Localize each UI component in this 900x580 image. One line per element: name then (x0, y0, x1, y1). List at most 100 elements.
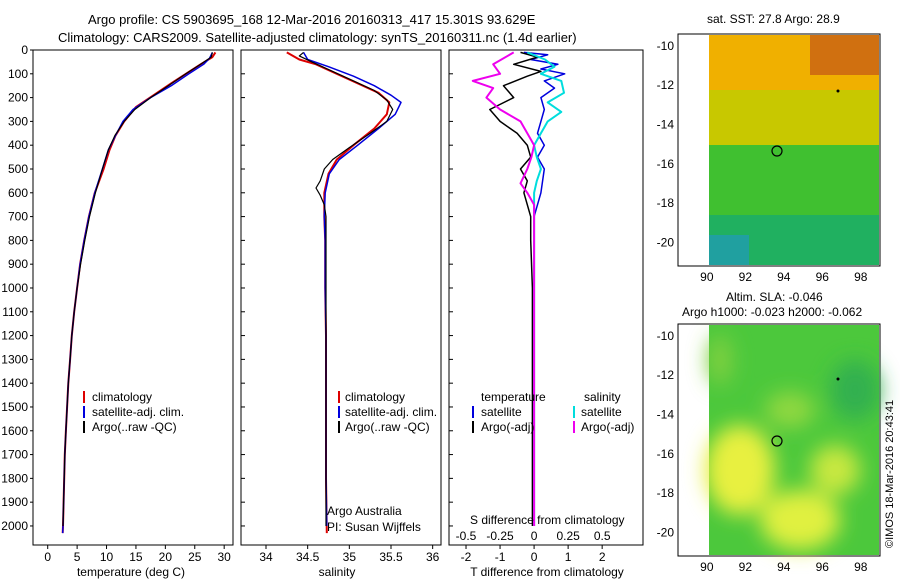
profile-lines (61, 51, 566, 534)
legend-title-salinity: salinity (584, 390, 621, 404)
depth-tick-label: 1100 (2, 305, 28, 319)
map-y-tick-label: -14 (657, 117, 675, 131)
sla-map-title-line2: Argo h1000: -0.023 h2000: -0.062 (682, 305, 863, 319)
s-diff-tick-label: -0.25 (486, 529, 514, 543)
map-x-tick-label: 92 (739, 270, 753, 284)
legend-swatch-t-argo (472, 421, 474, 433)
x-tick-label: 35 (343, 550, 357, 564)
depth-tick-label: 1000 (1, 281, 28, 295)
map-x-tick-label: 92 (739, 560, 753, 574)
legend-title-temperature: temperature (481, 390, 546, 404)
difference-plot-frame (448, 49, 644, 546)
x-tick-label: 34 (259, 550, 273, 564)
depth-tick-label: 400 (8, 138, 28, 152)
map-x-tick-label: 90 (700, 270, 714, 284)
legend-swatch-argo (338, 421, 340, 433)
depth-tick-label: 1900 (1, 495, 28, 509)
imos-credit: ©IMOS 18-Mar-2016 20:43:41 (884, 400, 896, 548)
s-diff-tick-label: 0.25 (556, 529, 580, 543)
depth-tick-label: 600 (8, 186, 28, 200)
legend-swatch-sat (83, 406, 85, 418)
temperature-legend: climatology satellite-adj. clim. Argo(..… (83, 390, 184, 434)
sst-small-marker (836, 89, 840, 93)
legend-label-clim: climatology (345, 390, 405, 404)
s-diff-tick-label: 0.5 (594, 529, 611, 543)
sst-field-hot (810, 35, 879, 75)
s-difference-label: S difference from climatology (470, 513, 625, 527)
map-x-tick-label: 98 (854, 270, 868, 284)
depth-tick-label: 700 (8, 210, 28, 224)
x-tick-label: 0 (44, 550, 51, 564)
depth-tick-label: 1700 (1, 448, 28, 462)
map-x-tick-label: 94 (777, 270, 791, 284)
depth-tick-label: 1800 (1, 471, 28, 485)
salinity-plot-frame (240, 49, 442, 546)
legend-swatch-s-argo (573, 421, 575, 433)
legend-swatch-t-sat (472, 406, 474, 418)
depth-tick-label: 0 (21, 43, 28, 57)
x-tick-label: 34.5 (296, 550, 320, 564)
legend-swatch-clim (338, 391, 340, 403)
x-tick-label: 20 (159, 550, 173, 564)
depth-tick-label: 200 (8, 91, 28, 105)
depth-tick-label: 1500 (1, 400, 28, 414)
annotation-line2: PI: Susan Wijffels (327, 520, 421, 534)
t-difference-axis-label: T difference from climatology (470, 565, 624, 579)
legend-label-sat: satellite-adj. clim. (92, 405, 184, 419)
axes-layer: 0100200300400500600700800900100011001200… (1, 39, 867, 574)
plot-title-line1: Argo profile: CS 5903695_168 12-Mar-2016… (88, 12, 536, 27)
sst-field-mid (709, 90, 879, 145)
depth-tick-label: 800 (8, 233, 28, 247)
depth-tick-label: 1300 (1, 352, 28, 366)
sdiff-argo-line (471, 51, 536, 526)
map-y-tick-label: -16 (657, 447, 675, 461)
s-diff-tick-label: 0 (531, 529, 538, 543)
map-x-tick-label: 98 (854, 560, 868, 574)
sla-map (677, 323, 881, 557)
map-x-tick-label: 94 (777, 560, 791, 574)
plot-title-line2: Climatology: CARS2009. Satellite-adjuste… (58, 30, 577, 45)
depth-tick-label: 500 (8, 162, 28, 176)
map-y-tick-label: -18 (657, 196, 675, 210)
x-tick-label: -1 (495, 550, 506, 564)
x-tick-label: 1 (565, 550, 572, 564)
map-y-tick-label: -10 (657, 39, 675, 53)
sla-argo-marker (771, 435, 783, 447)
x-tick-label: 10 (100, 550, 114, 564)
x-tick-label: 30 (217, 550, 231, 564)
map-y-tick-label: -10 (657, 329, 675, 343)
annotation-line1: Argo Australia (327, 504, 402, 518)
legend-swatch-s-sat (573, 406, 575, 418)
depth-tick-label: 1600 (1, 424, 28, 438)
sst-field-coldest (709, 235, 749, 265)
map-y-tick-label: -12 (657, 78, 675, 92)
sst-map (677, 33, 881, 267)
x-tick-label: -2 (461, 550, 472, 564)
map-y-tick-label: -18 (657, 486, 675, 500)
s-diff-tick-label: -0.5 (456, 529, 477, 543)
legend-label-t-argo: Argo(-adj) (481, 420, 534, 434)
sst-map-nodata (679, 35, 709, 265)
depth-tick-label: 100 (8, 67, 28, 81)
legend-label-argo: Argo(..raw -QC) (92, 420, 177, 434)
depth-tick-label: 1400 (1, 376, 28, 390)
legend-label-t-sat: satellite (481, 405, 522, 419)
legend-label-argo: Argo(..raw -QC) (345, 420, 430, 434)
legend-label-clim: climatology (92, 390, 152, 404)
legend-swatch-sat (338, 406, 340, 418)
sla-small-marker (836, 377, 840, 381)
map-y-tick-label: -20 (657, 525, 675, 539)
x-tick-label: 5 (74, 550, 81, 564)
depth-tick-label: 2000 (1, 519, 28, 533)
x-tick-label: 35.5 (379, 550, 403, 564)
legend-swatch-argo (83, 421, 85, 433)
x-tick-label: 25 (188, 550, 202, 564)
depth-tick-label: 300 (8, 114, 28, 128)
map-x-tick-label: 96 (816, 270, 830, 284)
difference-legend: temperature satellite Argo(-adj) salinit… (470, 390, 634, 527)
legend-label-s-argo: Argo(-adj) (581, 420, 634, 434)
legend-label-sat: satellite-adj. clim. (345, 405, 437, 419)
sst-argo-marker (771, 145, 783, 157)
sla-map-title-line1: Altim. SLA: -0.046 (726, 290, 823, 304)
